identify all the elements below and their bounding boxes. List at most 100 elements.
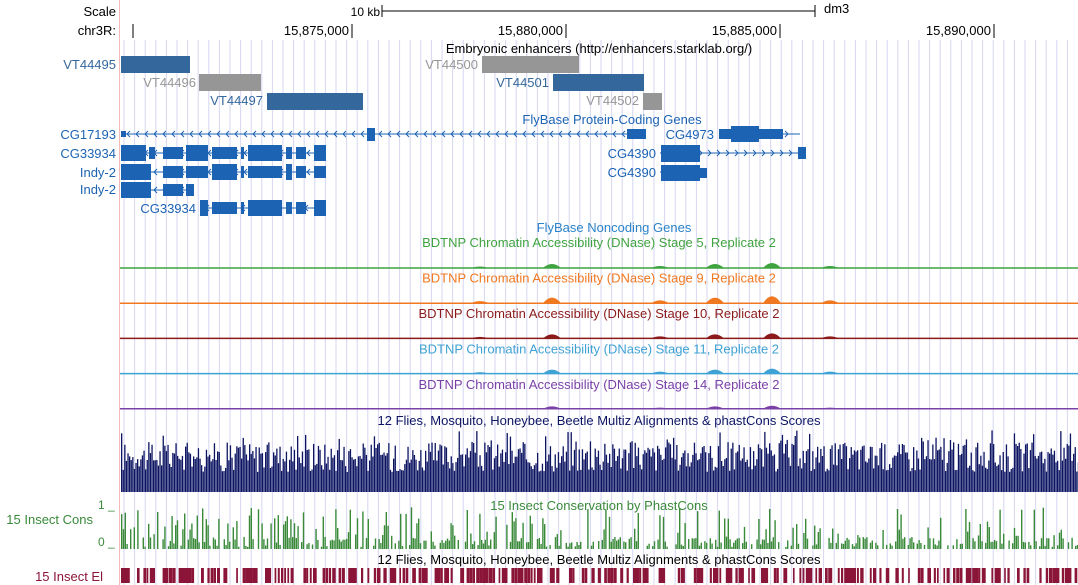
track-insect-elements[interactable]: 12 Flies, Mosquito, Honeybee, Beetle Mul…: [35, 552, 1078, 584]
conserved-element: [489, 568, 492, 583]
exon-block[interactable]: [248, 200, 282, 216]
conservation-bar: [785, 546, 787, 549]
conservation-bar: [419, 543, 422, 549]
track-multiz-alignments[interactable]: 12 Flies, Mosquito, Honeybee, Beetle Mul…: [121, 413, 1078, 492]
exon-block[interactable]: [661, 165, 700, 181]
dnase-tracks[interactable]: BDTNP Chromatin Accessibility (DNase) St…: [120, 235, 1078, 410]
exon-block[interactable]: [248, 166, 282, 178]
exon-block[interactable]: [200, 200, 208, 216]
exon-block[interactable]: [765, 129, 783, 139]
exon-block[interactable]: [314, 145, 326, 161]
exon-block[interactable]: [121, 145, 146, 161]
exon-block[interactable]: [286, 202, 292, 214]
conservation-bar: [556, 534, 558, 549]
enhancer-label[interactable]: VT44501: [496, 75, 549, 90]
conservation-bar: [981, 541, 983, 549]
enhancer-label[interactable]: VT44502: [586, 93, 639, 108]
exon-block[interactable]: [296, 147, 306, 159]
enhancer-feature[interactable]: [199, 74, 261, 91]
conservation-bar: [338, 539, 341, 549]
exon-block[interactable]: [121, 182, 151, 198]
enhancer-feature[interactable]: [643, 93, 662, 110]
track-dnase-stage[interactable]: BDTNP Chromatin Accessibility (DNase) St…: [120, 271, 1078, 304]
conservation-bar: [1028, 541, 1030, 549]
conservation-bar: [664, 541, 666, 549]
exon-block[interactable]: [121, 131, 126, 137]
exon-block[interactable]: [149, 147, 155, 159]
track-dnase-stage[interactable]: BDTNP Chromatin Accessibility (DNase) St…: [120, 235, 1078, 269]
multiz-score-bar: [370, 444, 372, 492]
enhancer-feature[interactable]: [267, 93, 363, 110]
exon-block[interactable]: [163, 166, 183, 178]
exon-block[interactable]: [314, 166, 326, 178]
exon-block[interactable]: [186, 145, 208, 161]
exon-block[interactable]: [661, 145, 700, 162]
exon-block[interactable]: [212, 202, 237, 214]
conserved-element: [927, 568, 931, 583]
exon-block[interactable]: [286, 164, 292, 180]
multiz-score-bar: [287, 471, 289, 492]
exon-block[interactable]: [186, 184, 194, 196]
conservation-bar: [653, 541, 656, 549]
exon-block[interactable]: [296, 202, 306, 214]
exon-block[interactable]: [248, 145, 282, 161]
exon-block[interactable]: [241, 166, 244, 178]
conserved-element: [437, 568, 441, 583]
gene-label[interactable]: CG4973: [666, 127, 714, 142]
multiz-score-bar: [623, 449, 625, 492]
conservation-bar: [1022, 541, 1025, 549]
exon-block[interactable]: [163, 147, 183, 159]
exon-block[interactable]: [121, 164, 151, 180]
ruler-tick-label: 15,885,000: [712, 23, 777, 38]
enhancer-label[interactable]: VT44500: [425, 57, 478, 72]
multiz-score-bar: [869, 446, 872, 492]
multiz-score-bar: [994, 462, 996, 492]
gene-label[interactable]: Indy-2: [80, 182, 116, 197]
gene-label[interactable]: CG4390: [608, 165, 656, 180]
track-insect-conservation[interactable]: 15 Insect Conservation by PhastCons 15 I…: [6, 498, 1078, 549]
multiz-score-bar: [495, 456, 497, 492]
track-protein-coding-genes[interactable]: FlyBase Protein-Coding Genes CG17193 CG33…: [60, 112, 806, 216]
multiz-score-bar: [1029, 450, 1032, 492]
enhancer-feature[interactable]: [553, 74, 644, 91]
enhancer-feature[interactable]: [121, 56, 190, 73]
exon-block[interactable]: [212, 147, 237, 159]
exon-block[interactable]: [186, 166, 208, 178]
track-embryonic-enhancers[interactable]: Embryonic enhancers (http://enhancers.st…: [63, 41, 752, 110]
exon-block[interactable]: [700, 168, 707, 178]
conservation-bar: [342, 539, 344, 549]
gene-label[interactable]: CG17193: [60, 127, 116, 142]
exon-block[interactable]: [798, 147, 806, 159]
exon-block[interactable]: [731, 126, 759, 142]
track-dnase-stage[interactable]: BDTNP Chromatin Accessibility (DNase) St…: [120, 377, 1078, 410]
exon-block[interactable]: [367, 128, 375, 141]
exon-block[interactable]: [241, 202, 244, 214]
exon-block[interactable]: [286, 147, 292, 159]
exon-block[interactable]: [627, 129, 646, 139]
conservation-bar: [1035, 541, 1037, 549]
enhancer-label[interactable]: VT44497: [210, 93, 263, 108]
conservation-bar: [590, 545, 593, 549]
track-dnase-stage[interactable]: BDTNP Chromatin Accessibility (DNase) St…: [120, 342, 1078, 375]
exon-block[interactable]: [296, 166, 306, 178]
gene-label[interactable]: CG4390: [608, 146, 656, 161]
exon-block[interactable]: [241, 147, 244, 159]
conservation-bar: [434, 545, 436, 549]
gene-label[interactable]: CG33934: [60, 146, 116, 161]
track-dnase-stage[interactable]: BDTNP Chromatin Accessibility (DNase) St…: [120, 306, 1078, 340]
gene-label[interactable]: Indy-2: [80, 165, 116, 180]
multiz-score-bar: [612, 444, 614, 492]
exon-block[interactable]: [314, 200, 326, 216]
gene-label[interactable]: CG33934: [140, 201, 196, 216]
exon-block[interactable]: [163, 184, 183, 196]
enhancer-label[interactable]: VT44496: [143, 75, 196, 90]
scale-label: Scale: [83, 4, 116, 19]
multiz-score-bar: [493, 458, 496, 492]
enhancer-feature[interactable]: [482, 56, 579, 73]
exon-block[interactable]: [212, 164, 237, 180]
multiz-score-bar: [173, 453, 176, 492]
multiz-score-bar: [799, 458, 801, 492]
conservation-bar: [335, 509, 337, 549]
enhancer-label[interactable]: VT44495: [63, 57, 116, 72]
